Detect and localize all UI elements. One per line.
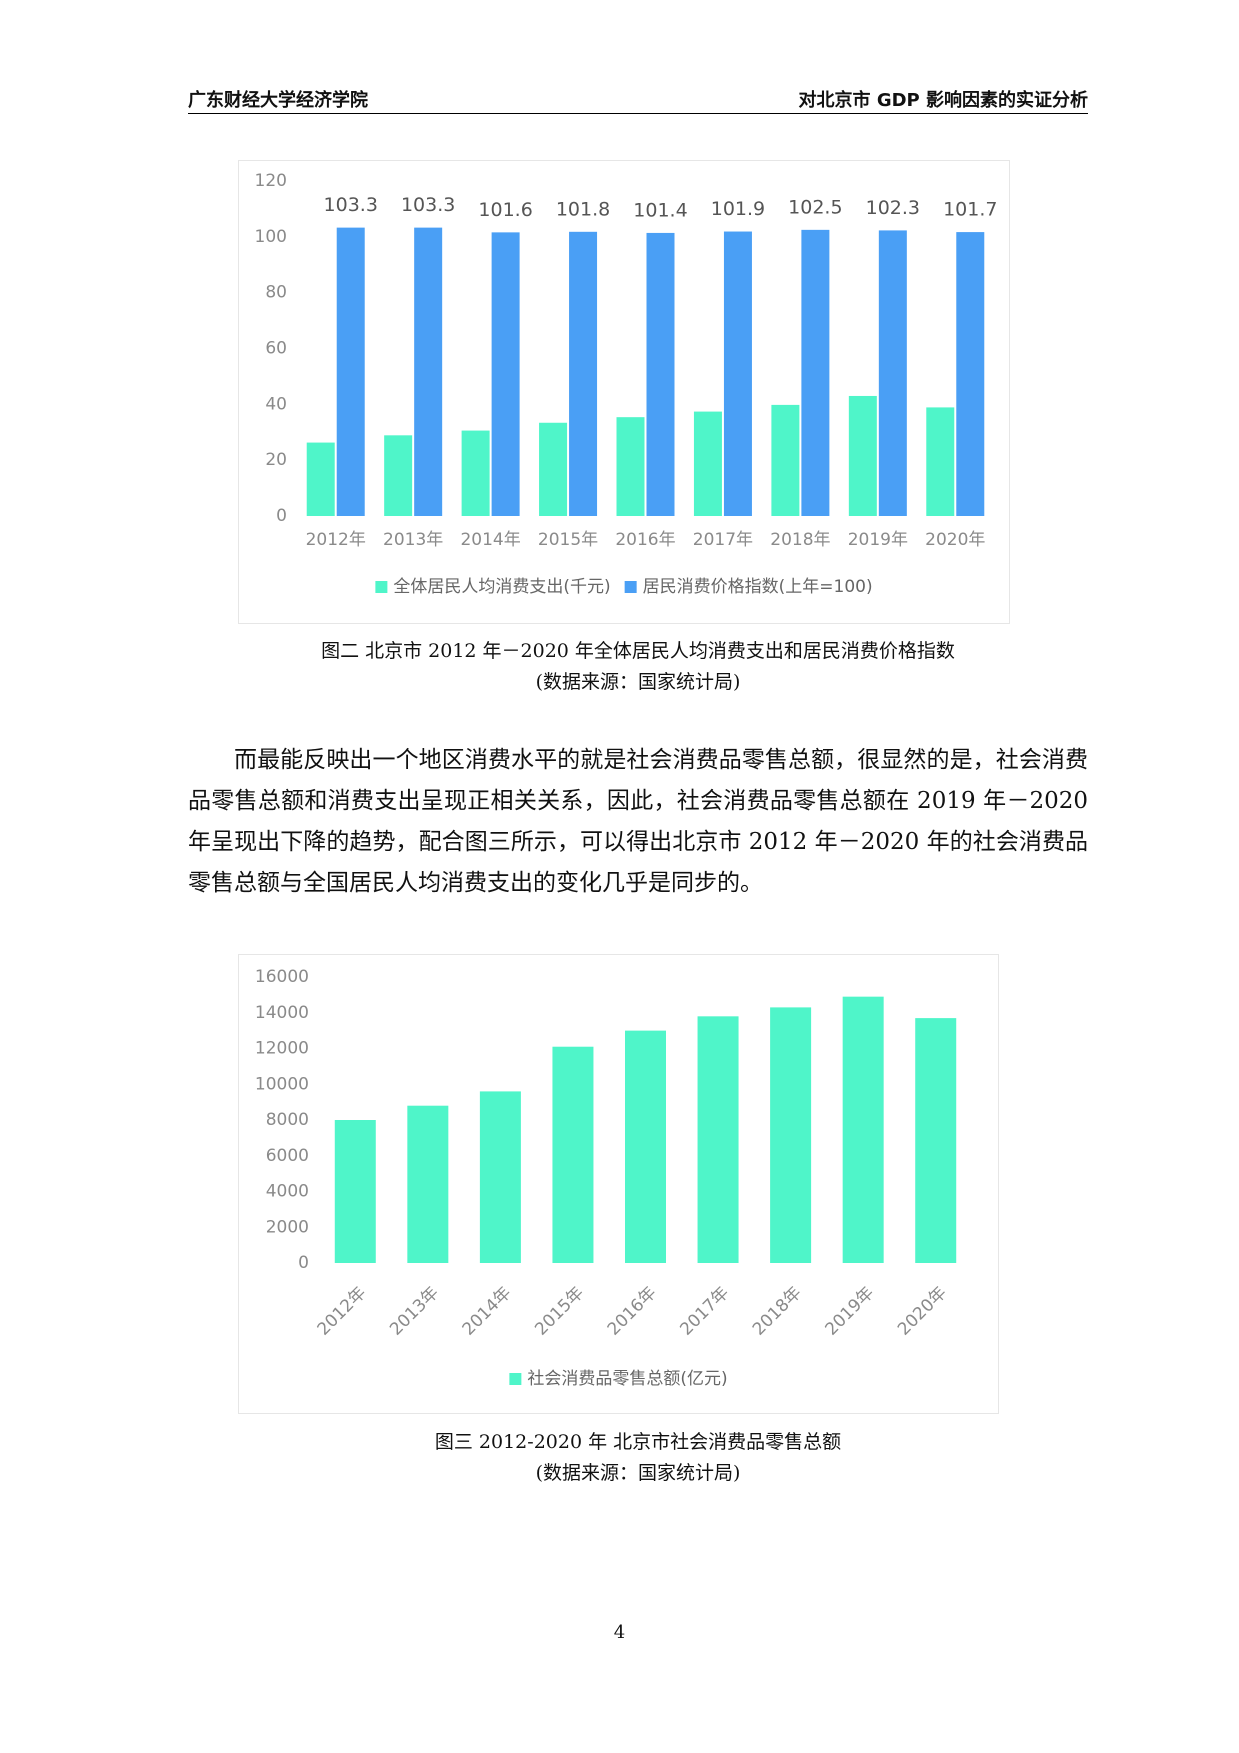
bar [915,1018,957,1263]
legend: 全体居民人均消费支出(千元) 居民消费价格指数(上年=100) [375,577,873,597]
x-tick-label: 2014年 [460,530,520,550]
x-tick-label: 2018年 [749,1283,806,1340]
header-rule [188,113,1088,114]
x-tick-label: 2013年 [383,530,443,550]
data-label: 102.5 [788,196,842,218]
data-label: 101.4 [633,199,687,221]
bar [878,230,907,516]
bar [771,404,800,516]
y-tick-label: 10000 [255,1074,309,1094]
bar [697,1016,739,1263]
legend-label: 社会消费品零售总额(亿元) [527,1369,727,1389]
bar [306,442,335,516]
data-label: 101.9 [711,198,765,220]
data-label: 102.3 [866,197,920,219]
legend-label: 居民消费价格指数(上年=100) [643,577,873,597]
bar [723,231,752,516]
bar [414,227,443,516]
bar [693,411,722,516]
paragraph: 而最能反映出一个地区消费水平的就是社会消费品零售总额，很显然的是，社会消费品零售… [188,747,1088,896]
header-right: 对北京市 GDP 影响因素的实证分析 [798,90,1088,111]
y-tick-label: 12000 [255,1039,309,1059]
y-tick-label: 8000 [266,1110,309,1130]
x-tick-label: 2020年 [894,1283,951,1340]
x-tick-label: 2012年 [314,1283,371,1340]
x-tick-label: 2013年 [386,1283,443,1340]
chart: 0 2000 4000 6000 8000 10000 12000 14000 16000 201… [238,954,999,1414]
legend-swatch [509,1373,522,1385]
y-tick-label: 6000 [266,1146,309,1166]
y-tick-label: 40 [265,394,287,414]
x-tick-label: 2015年 [531,1283,588,1340]
bar [569,231,598,516]
bar [616,417,645,516]
x-tick-label: 2019年 [821,1283,878,1340]
x-tick-label: 2015年 [538,530,598,550]
data-label: 101.6 [478,199,532,221]
caption: 图二 北京市 2012 年－2020 年全体居民人均消费支出和居民消费价格指数 [321,640,955,662]
x-tick-label: 2012年 [306,530,366,550]
bar [926,407,955,516]
x-tick-label: 2020年 [925,530,985,550]
chart: 0 20 40 60 80 100 120 2012年 103.3 2013年 103.3 2014年… [238,160,1010,624]
bar [461,430,490,516]
bar [334,1120,376,1263]
page-number: 4 [613,1622,626,1643]
y-tick-label: 60 [265,339,287,359]
y-tick-label: 0 [298,1253,309,1273]
bar [552,1046,594,1263]
bar [848,395,877,516]
bar [384,435,413,516]
bar [479,1091,521,1263]
data-label: 103.3 [401,194,455,216]
data-label: 103.3 [324,194,378,216]
bar [770,1007,812,1263]
y-tick-label: 20 [265,450,287,470]
x-tick-label: 2017年 [676,1283,733,1340]
x-tick-label: 2019年 [848,530,908,550]
x-tick-label: 2018年 [770,530,830,550]
y-tick-label: 0 [276,506,287,526]
bar [336,227,365,516]
bar [646,232,675,517]
caption: 图三 2012-2020 年 北京市社会消费品零售总额 [434,1431,842,1453]
bar [801,229,830,516]
legend-label: 全体居民人均消费支出(千元) [393,577,610,597]
y-tick-label: 2000 [266,1217,309,1237]
legend: 社会消费品零售总额(亿元) [509,1369,728,1389]
y-tick-label: 14000 [255,1003,309,1023]
y-tick-label: 16000 [255,967,309,987]
legend-swatch [624,581,637,593]
x-tick-label: 2014年 [459,1283,516,1340]
bar [539,422,568,516]
caption-source: (数据来源：国家统计局) [535,671,741,693]
caption-source: (数据来源：国家统计局) [535,1462,741,1484]
y-tick-label: 120 [255,171,287,191]
data-label: 101.8 [556,198,610,220]
data-label: 101.7 [943,199,997,221]
x-tick-label: 2016年 [604,1283,661,1340]
bar [491,232,520,516]
y-tick-label: 100 [255,227,287,247]
y-tick-label: 4000 [266,1182,309,1202]
bar [842,996,884,1263]
header-left: 广东财经大学经济学院 [188,90,368,111]
bar [407,1105,449,1263]
legend-swatch [375,581,388,593]
bar [625,1030,666,1263]
x-tick-label: 2017年 [693,530,753,550]
y-tick-label: 80 [265,283,287,303]
x-tick-label: 2016年 [615,530,675,550]
bar [956,232,985,516]
